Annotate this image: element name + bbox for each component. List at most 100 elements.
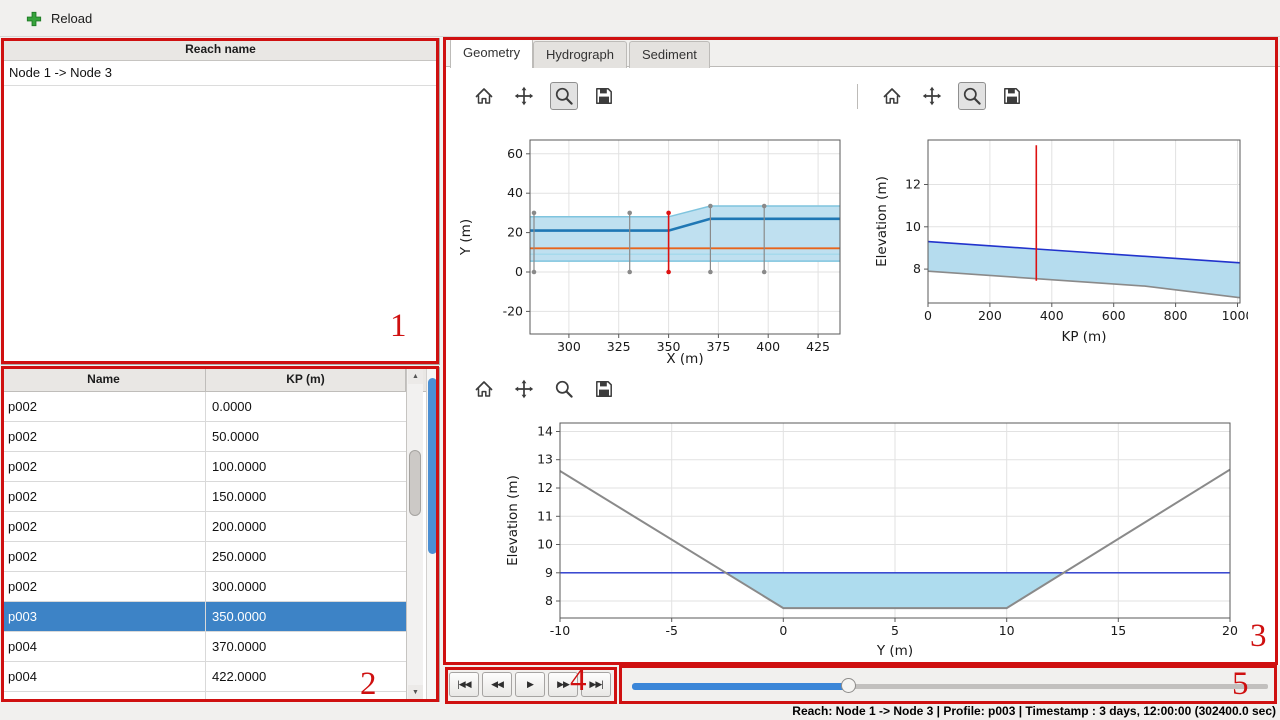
scroll-down-arrow[interactable]: ▼ — [408, 685, 423, 700]
table-row[interactable]: p002 50.0000 — [2, 422, 406, 452]
svg-text:Y (m): Y (m) — [458, 219, 474, 256]
skip-to-start-button[interactable]: |◀◀ — [449, 672, 479, 697]
plan-home-button[interactable] — [470, 82, 498, 110]
cell-kp: 370.0000 — [212, 639, 267, 654]
table-scrollbar-thumb[interactable] — [409, 450, 421, 516]
cell-name — [2, 692, 206, 700]
svg-text:9: 9 — [545, 565, 553, 580]
plan-zoom-button[interactable] — [550, 82, 578, 110]
zoom-icon — [554, 86, 574, 106]
table-row[interactable]: p004 370.0000 — [2, 632, 406, 662]
svg-text:10: 10 — [999, 623, 1015, 638]
long-home-button[interactable] — [878, 82, 906, 110]
zoom-icon — [554, 379, 574, 399]
table-row[interactable]: p002 0.0000 — [2, 392, 406, 422]
panel-scrollbar-thumb[interactable] — [428, 378, 437, 554]
plot-panel: Geometry Hydrograph Sediment 300 325 350 37… — [443, 38, 1280, 665]
pan-icon — [514, 86, 534, 106]
cell-name: p002 — [2, 542, 206, 571]
cell-name: p002 — [2, 392, 206, 421]
cross-save-button[interactable] — [590, 375, 618, 403]
svg-text:Elevation (m): Elevation (m) — [874, 176, 890, 267]
pan-icon — [514, 379, 534, 399]
table-scrollbar[interactable]: ▲ ▼ — [406, 368, 423, 701]
cross-pan-button[interactable] — [510, 375, 538, 403]
reach-list-item[interactable]: Node 1 -> Node 3 — [2, 61, 439, 86]
table-row-selected[interactable]: p003 350.0000 — [2, 602, 406, 632]
cell-kp — [206, 692, 406, 700]
cross-section-plot[interactable]: -10 -5 0 5 10 15 20 8 9 10 11 12 13 14 Y (m) Elevation … — [455, 408, 1245, 660]
profile-table-panel: Name KP (m) p002 0.0000 p002 50.0000 p002 1… — [1, 367, 440, 702]
reload-button[interactable]: Reload — [18, 6, 100, 31]
long-pan-button[interactable] — [918, 82, 946, 110]
column-header-kp[interactable]: KP (m) — [206, 368, 406, 391]
svg-text:X (m): X (m) — [666, 351, 703, 367]
svg-text:KP (m): KP (m) — [1062, 329, 1107, 345]
svg-text:10: 10 — [537, 537, 553, 552]
svg-text:600: 600 — [1102, 308, 1126, 323]
plan-pan-button[interactable] — [510, 82, 538, 110]
reach-list-header[interactable]: Reach name — [2, 39, 439, 61]
save-icon — [594, 86, 614, 106]
long-zoom-button[interactable] — [958, 82, 986, 110]
timeline-slider-handle[interactable] — [841, 678, 856, 693]
svg-text:400: 400 — [1040, 308, 1064, 323]
svg-text:20: 20 — [507, 225, 523, 240]
cell-name: p004 — [2, 662, 206, 691]
timeline-slider-fill — [632, 683, 848, 690]
cell-kp: 0.0000 — [212, 399, 252, 414]
table-row[interactable]: p004 422.0000 — [2, 662, 406, 692]
timeline-slider-track[interactable] — [632, 684, 1268, 689]
plan-view-plot[interactable]: 300 325 350 375 400 425 -20 0 20 40 60 X (m) Y (m) — [450, 118, 860, 368]
svg-text:1000: 1000 — [1222, 308, 1248, 323]
play-button[interactable]: ▶ — [515, 672, 545, 697]
plan-save-button[interactable] — [590, 82, 618, 110]
skip-to-end-button[interactable]: ▶▶| — [581, 672, 611, 697]
table-row[interactable]: p002 200.0000 — [2, 512, 406, 542]
tab-sediment[interactable]: Sediment — [629, 41, 710, 68]
home-icon — [474, 379, 494, 399]
svg-text:8: 8 — [545, 593, 553, 608]
cell-kp: 422.0000 — [212, 669, 267, 684]
svg-text:0: 0 — [515, 264, 523, 279]
profile-table-body: p002 0.0000 p002 50.0000 p002 100.0000 p002… — [2, 392, 406, 701]
home-icon — [474, 86, 494, 106]
cross-zoom-button[interactable] — [550, 375, 578, 403]
tab-hydrograph[interactable]: Hydrograph — [533, 41, 627, 68]
cell-kp: 250.0000 — [212, 549, 267, 564]
step-forward-button[interactable]: ▶▶ — [548, 672, 578, 697]
svg-text:40: 40 — [507, 185, 523, 200]
cell-name: p002 — [2, 422, 206, 451]
save-icon — [594, 379, 614, 399]
cell-name: p002 — [2, 482, 206, 511]
cell-kp: 350.0000 — [212, 609, 267, 624]
column-header-name[interactable]: Name — [2, 368, 206, 391]
longitudinal-profile-plot[interactable]: 0 200 400 600 800 1000 8 10 12 KP (m) Elevation (m… — [870, 118, 1253, 346]
table-row-partial[interactable] — [2, 692, 406, 701]
reach-list-panel: Reach name Node 1 -> Node 3 — [1, 38, 440, 365]
long-save-button[interactable] — [998, 82, 1026, 110]
svg-text:-10: -10 — [550, 623, 570, 638]
tab-geometry[interactable]: Geometry — [450, 38, 534, 68]
svg-text:5: 5 — [891, 623, 899, 638]
table-row[interactable]: p002 100.0000 — [2, 452, 406, 482]
scroll-up-arrow[interactable]: ▲ — [408, 369, 423, 384]
svg-text:350: 350 — [657, 339, 681, 354]
table-header-row: Name KP (m) — [2, 368, 439, 392]
svg-text:Y (m): Y (m) — [876, 643, 913, 659]
svg-text:-20: -20 — [503, 303, 523, 318]
table-row[interactable]: p002 250.0000 — [2, 542, 406, 572]
cross-home-button[interactable] — [470, 375, 498, 403]
svg-text:300: 300 — [557, 339, 581, 354]
svg-text:20: 20 — [1222, 623, 1238, 638]
toolbar-divider — [857, 84, 858, 109]
cell-kp: 100.0000 — [212, 459, 267, 474]
cell-name: p003 — [2, 602, 206, 631]
top-toolbar: Reload — [0, 0, 1280, 37]
step-back-button[interactable]: ◀◀ — [482, 672, 512, 697]
status-bar: Reach: Node 1 -> Node 3 | Profile: p003 … — [0, 703, 1280, 720]
table-row[interactable]: p002 300.0000 — [2, 572, 406, 602]
playback-bar: |◀◀ ◀◀ ▶ ▶▶ ▶▶| — [443, 665, 1280, 703]
table-row[interactable]: p002 150.0000 — [2, 482, 406, 512]
panel-scrollbar[interactable] — [426, 368, 439, 701]
